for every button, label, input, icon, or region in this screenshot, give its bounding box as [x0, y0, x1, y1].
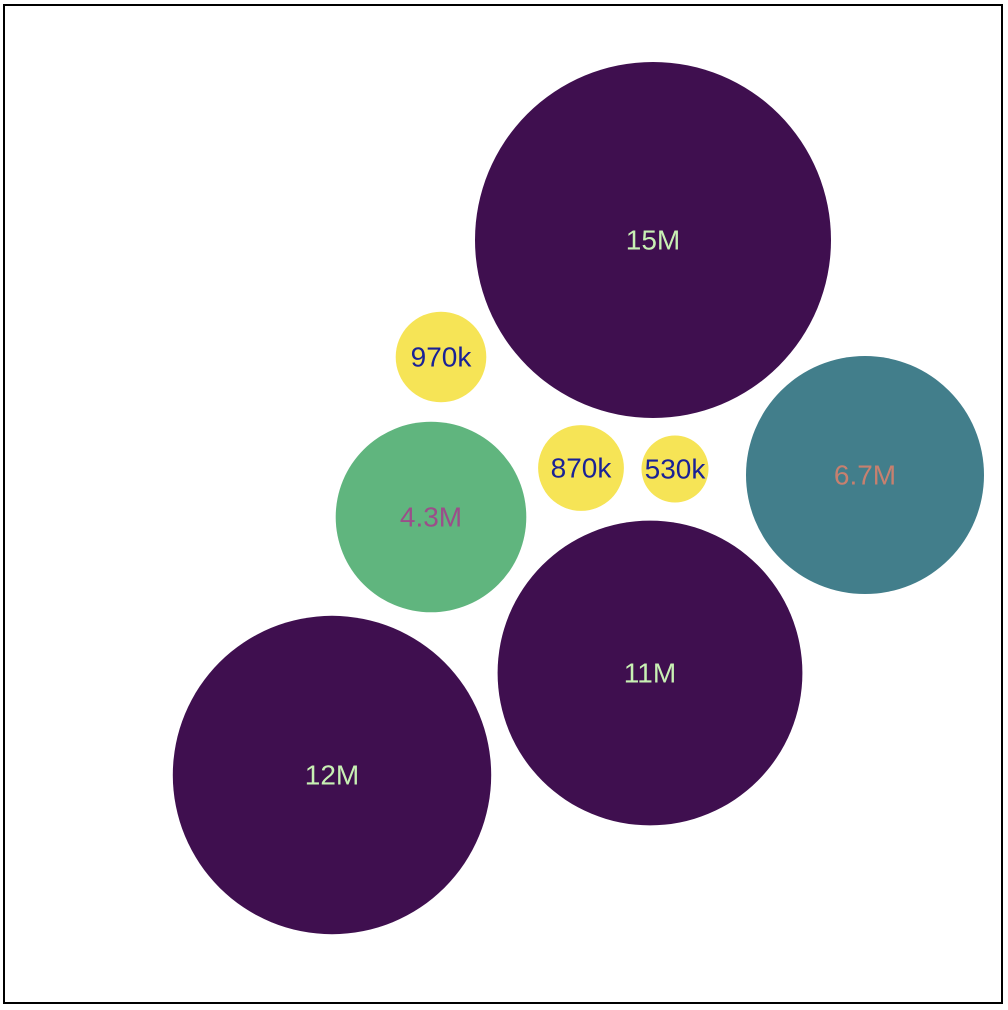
bubble-label-15m: 15M: [626, 225, 680, 256]
bubble-label-6-7m: 6.7M: [834, 460, 896, 491]
bubble-11m: [497, 520, 803, 826]
bubble-label-970k: 970k: [411, 342, 473, 373]
bubble-530k: [641, 435, 709, 503]
bubble-label-12m: 12M: [305, 760, 359, 791]
bubble-15m: [475, 62, 831, 418]
bubble-6-7m: [746, 356, 984, 594]
bubble-group: 15M 970k 4.3M 870k 530k 6.7M 11M 12M: [172, 62, 984, 935]
bubble-4-3m: [335, 421, 527, 613]
bubble-12m: [172, 615, 492, 935]
bubble-label-870k: 870k: [551, 453, 613, 484]
bubble-970k: [395, 311, 487, 403]
bubble-label-11m: 11M: [624, 658, 676, 689]
bubble-label-4-3m: 4.3M: [400, 502, 462, 533]
bubble-870k: [538, 425, 624, 511]
bubble-label-530k: 530k: [645, 454, 707, 485]
